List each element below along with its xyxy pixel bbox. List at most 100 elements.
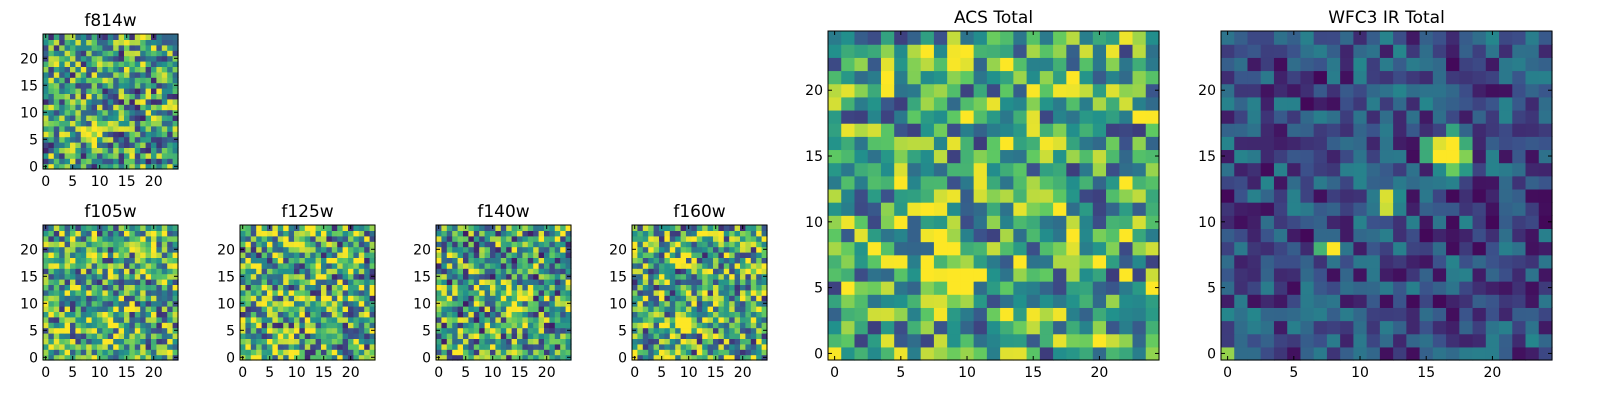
heatmap-cell bbox=[1039, 333, 1054, 348]
y-tick-label: 10 bbox=[1198, 215, 1216, 231]
heatmap-cell bbox=[1406, 162, 1421, 177]
axes-frame bbox=[42, 224, 179, 361]
heatmap-cell bbox=[250, 241, 257, 248]
heatmap-cell bbox=[331, 246, 338, 253]
heatmap-cell bbox=[723, 246, 730, 253]
heatmap-cell bbox=[172, 322, 179, 329]
heatmap-cell bbox=[1406, 202, 1421, 216]
heatmap-cell bbox=[156, 333, 163, 339]
heatmap-cell bbox=[118, 115, 125, 121]
panel-title: f140w bbox=[477, 202, 529, 222]
heatmap-cell bbox=[124, 77, 130, 84]
heatmap-cell bbox=[1512, 83, 1527, 98]
heatmap-cell bbox=[161, 82, 168, 89]
heatmap-cell bbox=[80, 158, 87, 165]
heatmap-cell bbox=[1313, 320, 1328, 335]
heatmap-cell bbox=[522, 268, 529, 275]
heatmap-cell bbox=[642, 241, 649, 248]
heatmap-cell bbox=[894, 149, 909, 164]
heatmap-cell bbox=[669, 316, 676, 323]
heatmap-cell bbox=[337, 295, 344, 302]
heatmap-cell bbox=[53, 262, 60, 269]
heatmap-cell bbox=[43, 142, 49, 148]
heatmap-cell bbox=[1145, 333, 1160, 348]
heatmap-cell bbox=[1000, 188, 1014, 203]
heatmap-cell bbox=[86, 34, 93, 40]
heatmap-cell bbox=[1459, 109, 1474, 124]
heatmap-cell bbox=[1393, 333, 1407, 348]
heatmap-cell bbox=[261, 262, 268, 269]
heatmap-cell bbox=[1092, 202, 1107, 216]
heatmap-cell bbox=[565, 338, 572, 345]
heatmap-cell bbox=[828, 96, 842, 111]
heatmap-cell bbox=[436, 322, 442, 329]
heatmap-cell bbox=[1026, 346, 1041, 361]
heatmap-cell bbox=[702, 257, 709, 264]
heatmap-cell bbox=[468, 349, 475, 356]
heatmap-cell bbox=[337, 327, 344, 334]
heatmap-cell bbox=[1512, 175, 1527, 190]
heatmap-cell bbox=[702, 279, 709, 285]
heatmap-cell bbox=[632, 268, 638, 275]
heatmap-cell bbox=[1247, 57, 1262, 72]
heatmap-cell bbox=[713, 311, 719, 318]
heatmap-cell bbox=[1379, 136, 1394, 151]
heatmap-cell bbox=[707, 306, 714, 312]
heatmap-cell bbox=[854, 215, 869, 229]
heatmap-cell bbox=[1499, 202, 1513, 216]
heatmap-cell bbox=[261, 295, 268, 302]
heatmap-cell bbox=[841, 136, 856, 151]
heatmap-cell bbox=[59, 77, 66, 84]
heatmap-cell bbox=[511, 343, 518, 350]
heatmap-cell bbox=[102, 39, 109, 46]
heatmap-cell bbox=[1273, 83, 1288, 98]
heatmap-cell bbox=[750, 230, 757, 237]
heatmap-cell bbox=[1000, 70, 1014, 85]
x-tick-label: 10 bbox=[288, 365, 306, 381]
heatmap-cell bbox=[533, 316, 540, 323]
heatmap-cell bbox=[1000, 215, 1014, 229]
heatmap-cell bbox=[1221, 202, 1235, 216]
heatmap-cell bbox=[129, 273, 136, 280]
heatmap-cell bbox=[854, 228, 869, 243]
heatmap-cell bbox=[867, 281, 882, 295]
heatmap-cell bbox=[283, 257, 290, 264]
heatmap-cell bbox=[294, 322, 300, 329]
heatmap-cell bbox=[894, 333, 909, 348]
heatmap-cell bbox=[59, 93, 66, 100]
heatmap-cell bbox=[1406, 228, 1421, 243]
heatmap-cell bbox=[156, 136, 163, 143]
heatmap-cell bbox=[1119, 162, 1134, 177]
heatmap-cell bbox=[256, 262, 263, 269]
heatmap-cell bbox=[310, 246, 317, 253]
heatmap-cell bbox=[756, 273, 763, 280]
heatmap-cell bbox=[277, 327, 284, 334]
heatmap-cell bbox=[1260, 162, 1275, 177]
heatmap-cell bbox=[97, 295, 103, 302]
heatmap-cell bbox=[161, 142, 168, 148]
heatmap-cell bbox=[43, 289, 49, 296]
heatmap-cell bbox=[680, 235, 687, 242]
heatmap-cell bbox=[272, 241, 279, 248]
heatmap-cell bbox=[358, 333, 365, 339]
heatmap-cell bbox=[86, 147, 93, 154]
heatmap-cell bbox=[86, 136, 93, 143]
heatmap-cell bbox=[446, 230, 453, 237]
heatmap-cell bbox=[124, 142, 130, 148]
heatmap-cell bbox=[1026, 123, 1041, 137]
heatmap-cell bbox=[549, 289, 556, 296]
heatmap-cell bbox=[1273, 44, 1288, 58]
heatmap-cell bbox=[91, 225, 98, 231]
heatmap-cell bbox=[1092, 215, 1107, 229]
heatmap-cell bbox=[172, 39, 179, 46]
heatmap-cell bbox=[145, 289, 152, 296]
heatmap-cell bbox=[750, 257, 757, 264]
heatmap-cell bbox=[331, 343, 338, 350]
heatmap-cell bbox=[1066, 57, 1081, 72]
heatmap-cell bbox=[1393, 202, 1407, 216]
heatmap-cell bbox=[102, 115, 109, 121]
heatmap-cell bbox=[64, 34, 71, 40]
heatmap-cell bbox=[920, 228, 935, 243]
heatmap-cell bbox=[129, 327, 136, 334]
